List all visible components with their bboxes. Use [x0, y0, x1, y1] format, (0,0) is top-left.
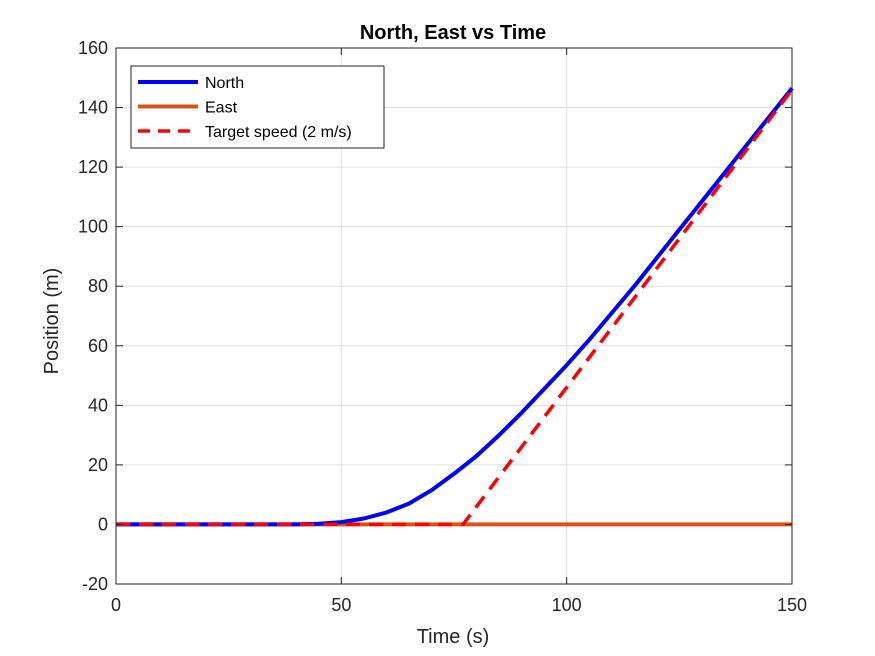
chart-title: North, East vs Time — [360, 22, 546, 44]
y-tick-label: 20 — [88, 455, 108, 475]
x-axis-label: Time (s) — [417, 626, 490, 648]
x-tick-label: 50 — [331, 595, 351, 615]
x-tick-label: 100 — [552, 595, 582, 615]
series-layer — [116, 86, 794, 527]
legend: North East Target speed (2 m/s) — [130, 65, 385, 149]
legend-label: East — [205, 100, 238, 117]
y-tick-label: 160 — [78, 38, 108, 58]
y-tick-label: 140 — [78, 98, 108, 118]
y-tick-label: 40 — [88, 395, 108, 415]
legend-label: Target speed (2 m/s) — [205, 124, 352, 141]
x-tick-label: 150 — [777, 595, 807, 615]
y-tick-label: 100 — [78, 217, 108, 237]
y-axis-label: Position (m) — [41, 268, 63, 375]
axes-box — [115, 47, 793, 585]
y-tick-label: 120 — [78, 157, 108, 177]
y-tick-label: 80 — [88, 276, 108, 296]
legend-label: North — [205, 75, 244, 92]
series-line-target-speed-2-m-s — [116, 88, 794, 527]
y-tick-label: 0 — [98, 514, 108, 534]
y-tick-label: 60 — [88, 336, 108, 356]
series-line-north — [116, 86, 794, 527]
x-tick-label: 0 — [111, 595, 121, 615]
y-tick-label: -20 — [82, 574, 108, 594]
